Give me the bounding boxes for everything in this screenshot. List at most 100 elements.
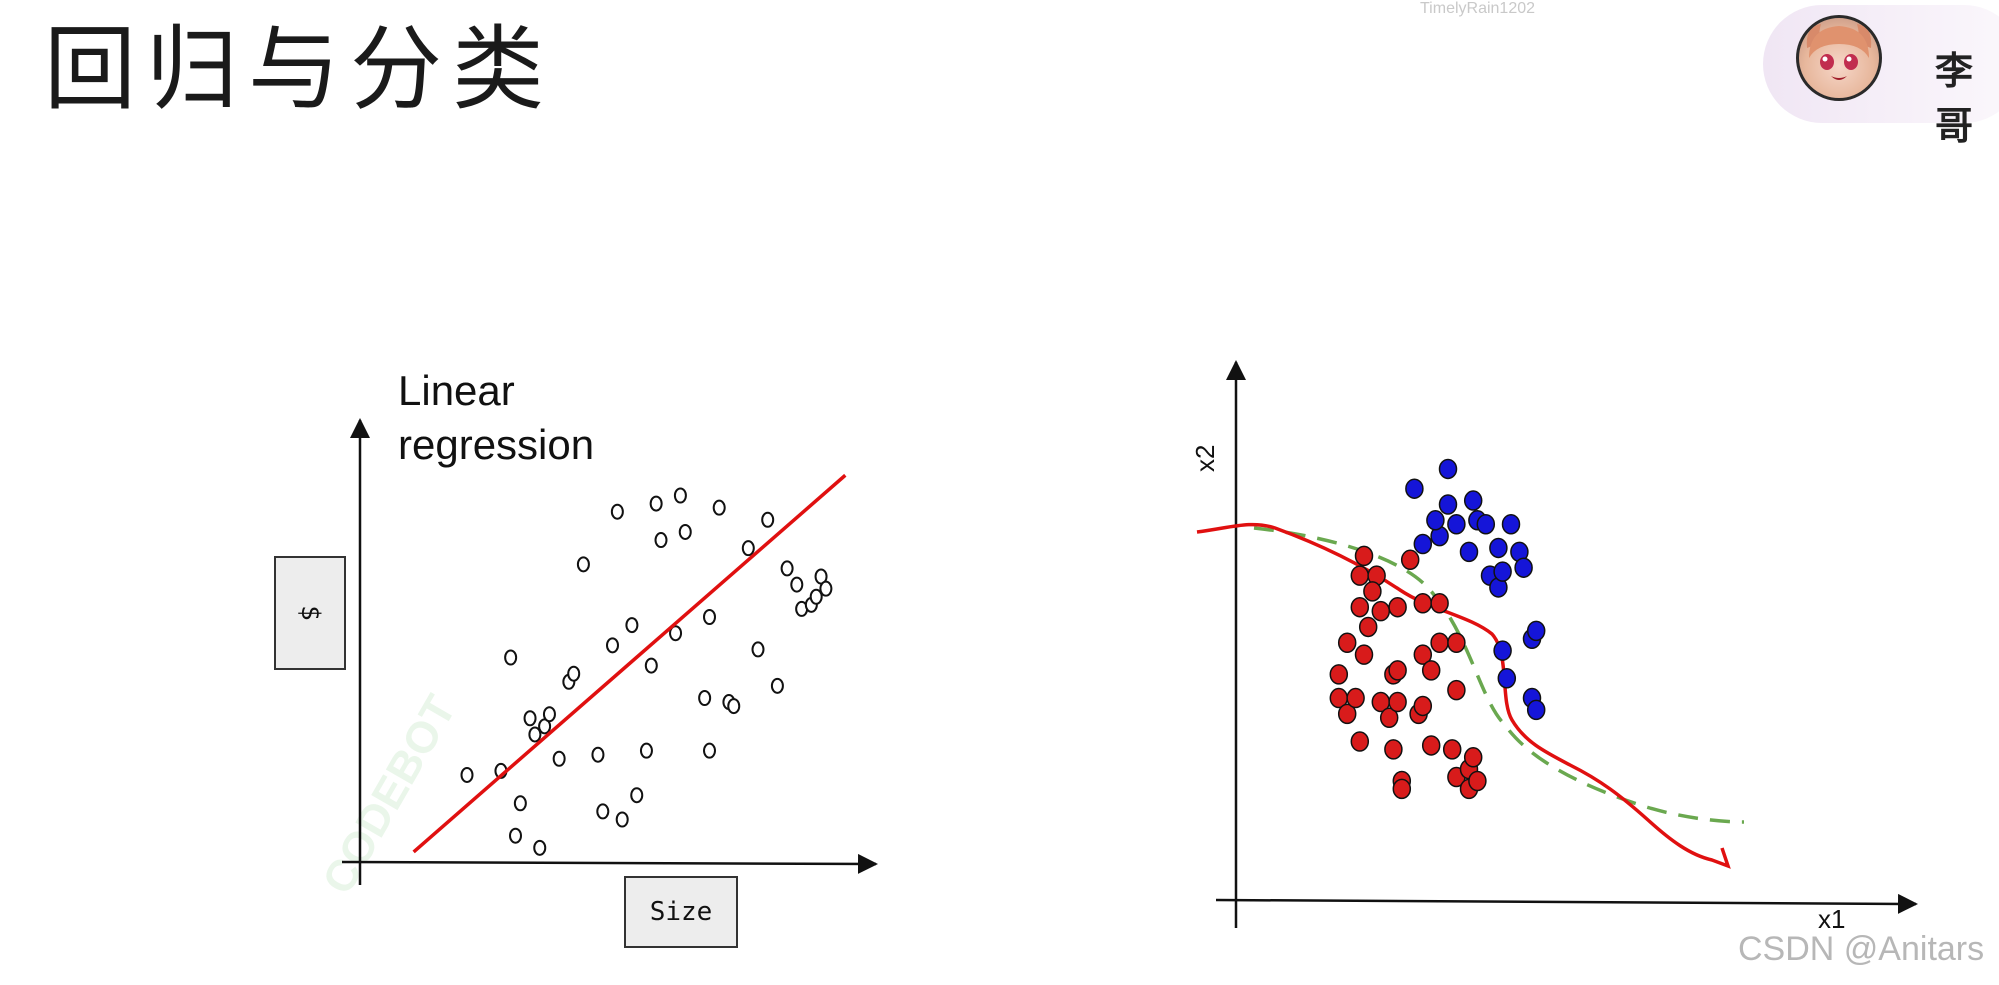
avatar (1796, 15, 1882, 101)
regression-point (523, 710, 537, 727)
x2-axis-label: x2 (1190, 444, 1220, 472)
class-red-point (1337, 632, 1357, 653)
regression-point (698, 690, 712, 706)
class-red-point (1413, 593, 1433, 614)
y-axis-label-box: $ (274, 556, 346, 670)
regression-points (460, 487, 833, 856)
class-red-point (1447, 679, 1466, 701)
solid-decision-boundary (1196, 522, 1731, 869)
regression-point (552, 750, 566, 767)
class-red-point (1346, 687, 1365, 709)
class-blue-point (1426, 510, 1445, 531)
regression-point (639, 742, 653, 759)
class-red-point (1363, 581, 1382, 602)
class-blue-point (1489, 537, 1508, 559)
x-axis-label-box: Size (624, 876, 738, 948)
class-red-point (1379, 707, 1399, 729)
regression-point (542, 706, 556, 723)
classification-x-axis (1215, 893, 1918, 914)
regression-point (509, 827, 522, 844)
classification-points (1329, 458, 1546, 800)
class-red-point (1388, 596, 1407, 618)
class-red-point (1447, 632, 1466, 653)
regression-x-axis (341, 853, 878, 874)
regression-point (703, 609, 716, 625)
regression-point (654, 532, 668, 549)
regression-point (615, 811, 629, 828)
regression-point (591, 746, 605, 763)
regression-point (460, 766, 474, 783)
regression-point (669, 625, 683, 642)
y-axis-label: $ (295, 605, 325, 621)
class-blue-point (1405, 478, 1424, 499)
regression-point (809, 588, 823, 605)
class-red-point (1350, 596, 1370, 618)
class-red-point (1442, 739, 1462, 760)
class-red-point (1337, 703, 1357, 725)
class-red-point (1358, 616, 1378, 638)
class-blue-point (1438, 458, 1458, 480)
x1-axis-label: x1 (1818, 904, 1846, 934)
class-red-point (1463, 747, 1483, 768)
class-red-point (1421, 735, 1441, 756)
regression-point (596, 803, 610, 820)
regression-point (780, 560, 794, 577)
class-blue-point (1501, 514, 1521, 535)
regression-point (630, 787, 644, 804)
regression-point (649, 495, 663, 512)
regression-point (504, 649, 518, 666)
regression-point (513, 795, 527, 812)
regression-fit-line (412, 473, 847, 854)
class-red-point (1350, 565, 1370, 586)
regression-chart-title: Linear regression (398, 367, 595, 468)
regression-point (606, 637, 619, 654)
class-blue-point (1497, 668, 1517, 689)
class-red-point (1413, 644, 1433, 665)
class-blue-point (1526, 699, 1546, 721)
presenter-name: 李哥 (1935, 49, 1974, 148)
class-blue-point (1514, 557, 1533, 578)
class-red-point (1354, 545, 1374, 567)
class-blue-point (1447, 514, 1466, 535)
class-blue-point (1413, 533, 1433, 555)
class-blue-point (1476, 514, 1496, 535)
regression-point (528, 726, 542, 743)
regression-point (727, 698, 741, 715)
top-watermark: TimelyRain1202 (1420, 0, 1536, 17)
class-red-point (1384, 739, 1403, 760)
regression-point (644, 657, 658, 674)
class-red-point (1430, 632, 1449, 653)
regression-point (610, 503, 624, 520)
regression-point (741, 540, 755, 557)
class-red-point (1371, 600, 1391, 622)
class-red-point (1350, 731, 1370, 752)
class-red-point (1430, 593, 1449, 614)
regression-point (712, 499, 726, 516)
class-red-point (1354, 644, 1374, 665)
x-axis-label: Size (649, 897, 713, 927)
class-blue-point (1493, 640, 1512, 661)
class-blue-point (1459, 541, 1479, 563)
class-blue-point (1438, 494, 1458, 515)
class-red-point (1421, 660, 1441, 681)
class-red-point (1388, 691, 1407, 713)
bottom-watermark: CSDN @Anitars (1738, 930, 1985, 968)
regression-point (790, 576, 804, 593)
regression-point (770, 677, 784, 694)
regression-point (761, 511, 775, 528)
class-red-point (1329, 664, 1349, 685)
class-blue-point (1493, 561, 1512, 582)
regression-point (567, 665, 581, 682)
class-red-point (1392, 778, 1412, 800)
class-red-point (1468, 770, 1487, 792)
regression-point (576, 556, 590, 573)
regression-point (703, 742, 716, 759)
class-blue-point (1463, 490, 1483, 511)
regression-point (673, 487, 687, 504)
class-blue-point (1526, 620, 1546, 642)
regression-point (533, 839, 547, 856)
slide-title: 回归与分类 (44, 16, 555, 123)
regression-point (819, 580, 833, 597)
avatar-face-icon (1806, 24, 1872, 80)
